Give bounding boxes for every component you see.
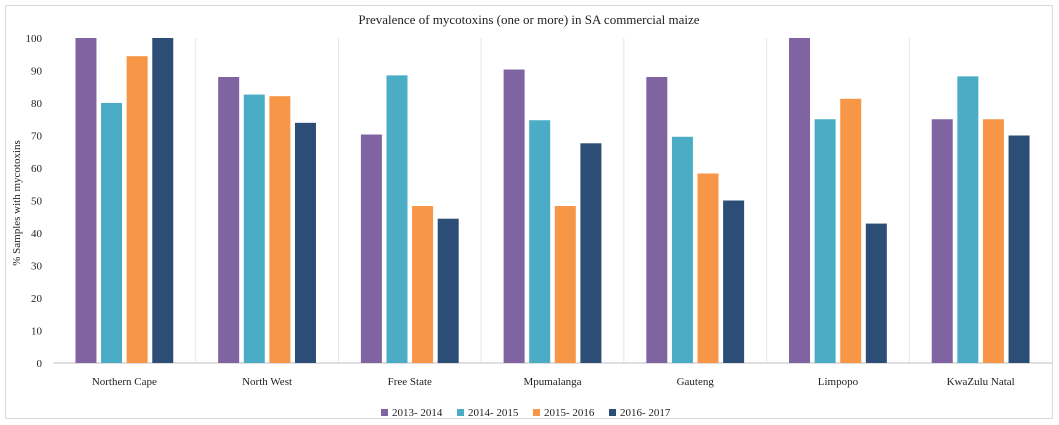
- x-category-label: Free State: [388, 376, 432, 388]
- bar: [957, 76, 979, 363]
- bar: [437, 218, 459, 363]
- bar: [789, 38, 811, 363]
- y-tick-label: 60: [31, 163, 43, 175]
- category-separators: [195, 38, 910, 363]
- y-tick-label: 30: [31, 261, 43, 273]
- y-tick-label: 10: [31, 326, 43, 338]
- y-tick-label: 100: [26, 33, 43, 45]
- y-tick-label: 50: [31, 196, 43, 208]
- legend-label: 2014- 2015: [468, 407, 519, 419]
- chart-title: Prevalence of mycotoxins (one or more) i…: [358, 12, 699, 27]
- y-axis-title: % Samples with mycotoxins: [11, 140, 23, 266]
- bar: [101, 103, 123, 363]
- bars: [75, 38, 1030, 364]
- bar: [814, 119, 836, 363]
- legend-swatch: [381, 409, 388, 416]
- x-category-label: Limpopo: [818, 376, 859, 388]
- legend-swatch: [533, 409, 540, 416]
- y-tick-label: 80: [31, 98, 43, 110]
- bar: [931, 119, 953, 363]
- x-category-label: Northern Cape: [92, 376, 157, 388]
- bar: [503, 69, 525, 364]
- chart-frame: [5, 5, 1053, 419]
- bar: [126, 56, 148, 363]
- bar: [646, 77, 668, 363]
- legend-label: 2015- 2016: [544, 407, 595, 419]
- y-axis-ticks: 0 10 20 30 40 50 60 70 80 90 100: [26, 33, 43, 370]
- bar: [529, 120, 551, 363]
- bar: [75, 38, 97, 363]
- bar: [840, 98, 862, 364]
- bar: [243, 94, 265, 364]
- legend-swatch: [609, 409, 616, 416]
- bar: [412, 206, 434, 363]
- y-tick-label: 0: [37, 358, 43, 370]
- legend: 2013- 2014 2014- 2015 2015- 2016 2016- 2017: [381, 407, 671, 419]
- x-axis-category-labels: Northern Cape North West Free State Mpumala…: [92, 376, 1015, 388]
- bar: [152, 38, 174, 363]
- x-category-label: Gauteng: [677, 376, 715, 388]
- bar: [386, 75, 408, 363]
- legend-swatch: [457, 409, 464, 416]
- y-tick-label: 70: [31, 131, 43, 143]
- bar: [723, 200, 745, 363]
- bar: [269, 96, 291, 364]
- bar: [865, 223, 887, 363]
- bar: [982, 119, 1004, 363]
- bar: [671, 136, 693, 363]
- bar: [218, 77, 240, 363]
- legend-label: 2013- 2014: [392, 407, 443, 419]
- y-tick-label: 40: [31, 228, 43, 240]
- bar: [580, 143, 602, 363]
- bar: [554, 206, 576, 363]
- x-category-label: Mpumalanga: [523, 376, 581, 388]
- bar: [697, 173, 719, 363]
- bar: [1008, 135, 1030, 363]
- x-category-label: KwaZulu Natal: [947, 376, 1015, 388]
- bar: [360, 134, 382, 363]
- x-category-label: North West: [242, 376, 292, 388]
- legend-label: 2016- 2017: [620, 407, 671, 419]
- y-tick-label: 20: [31, 293, 43, 305]
- bar: [294, 122, 316, 363]
- y-tick-label: 90: [31, 66, 43, 78]
